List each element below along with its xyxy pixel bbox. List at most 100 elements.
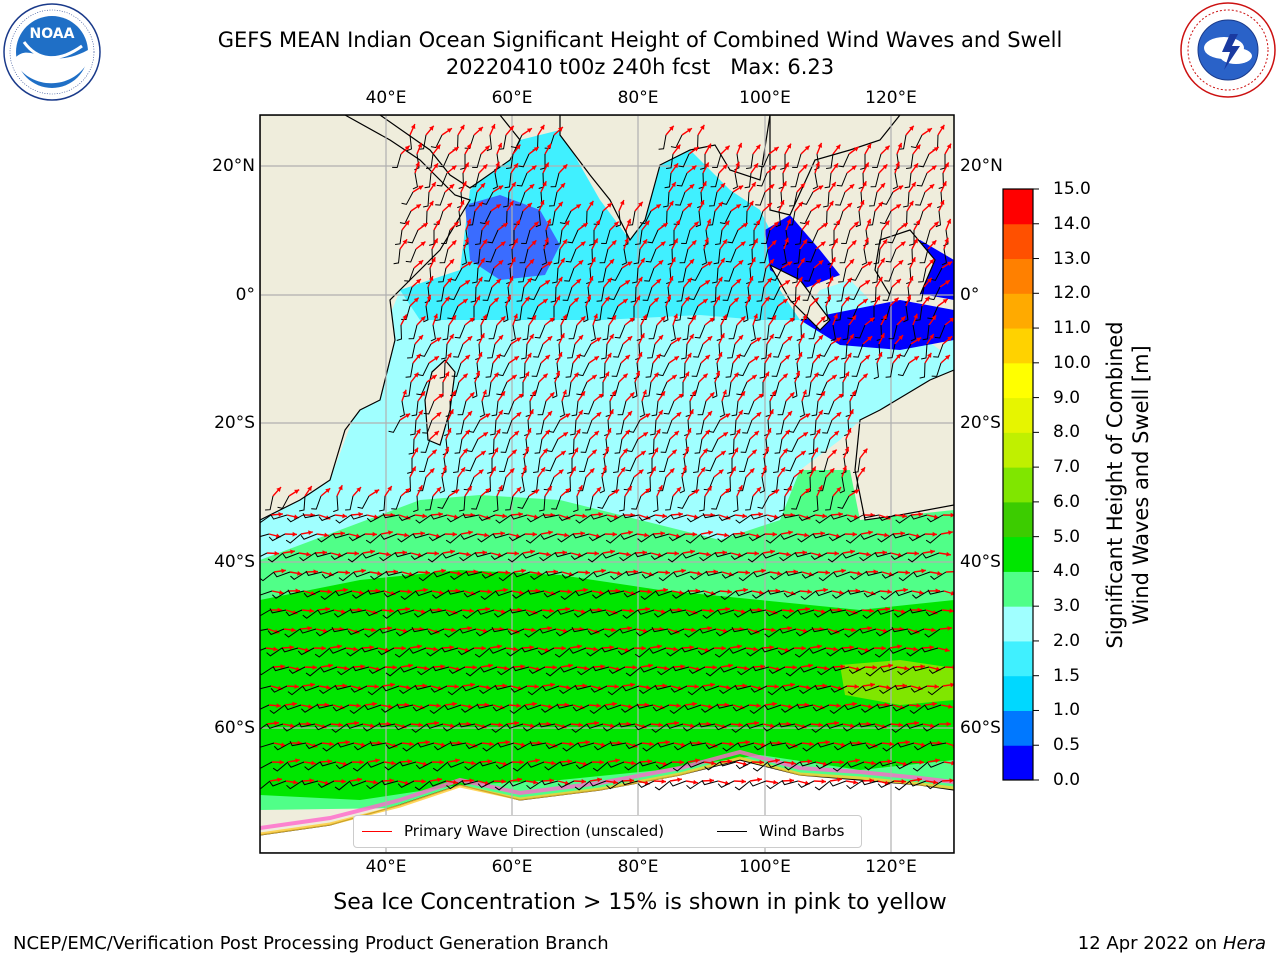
wind-barb — [696, 419, 705, 435]
wind-barb — [382, 685, 400, 692]
wind-barb — [469, 191, 478, 207]
wave-direction-arrowhead — [782, 373, 788, 379]
wind-barb — [450, 267, 463, 281]
wind-barb — [753, 210, 764, 225]
wave-direction-arrowhead — [756, 412, 762, 417]
wave-direction-arrowhead — [442, 465, 447, 471]
wind-barb — [924, 628, 941, 638]
wave-direction-arrowhead — [531, 390, 536, 396]
wind-barb — [598, 267, 607, 283]
wind-barb — [893, 609, 911, 618]
wave-direction-arrowhead — [864, 280, 870, 285]
wind-barb — [621, 248, 627, 266]
wind-barb — [906, 723, 924, 729]
wind-barb — [918, 153, 930, 168]
wave-direction-arrowhead — [533, 221, 539, 227]
wind-barb — [924, 704, 942, 711]
wind-barb — [528, 286, 541, 301]
wind-barb — [667, 628, 685, 636]
wave-direction-arrowhead — [771, 627, 776, 633]
wind-barb — [850, 571, 867, 581]
wind-barb — [781, 248, 787, 266]
wave-direction-arrowhead — [625, 429, 630, 435]
wave-direction-arrowhead — [851, 315, 857, 321]
wave-direction-arrowhead — [836, 337, 842, 342]
wave-direction-arrowhead — [913, 646, 918, 652]
wind-barb — [854, 324, 866, 339]
wave-direction-arrowhead — [854, 489, 860, 494]
wind-barb — [750, 514, 768, 520]
wave-direction-arrowhead — [561, 645, 566, 651]
wind-barb — [913, 742, 931, 751]
wave-direction-arrowhead — [534, 489, 540, 494]
wind-barb — [779, 628, 797, 634]
wind-barb — [925, 533, 942, 544]
wave-direction-arrowhead — [764, 446, 770, 452]
wave-direction-arrowhead — [948, 704, 953, 709]
footer-credit: NCEP/EMC/Verification Post Processing Pr… — [13, 933, 609, 954]
svg-text:NOAA: NOAA — [30, 26, 75, 42]
wind-barb — [625, 570, 643, 576]
wave-direction-arrowhead — [613, 221, 619, 227]
wave-direction-arrowhead — [715, 295, 720, 301]
wind-barb — [657, 742, 675, 748]
wind-barb — [731, 626, 749, 633]
wave-direction-arrowhead — [904, 665, 909, 671]
wind-barb — [722, 286, 733, 301]
wind-barb — [607, 589, 625, 595]
wind-barb — [497, 666, 514, 676]
wind-barb — [506, 723, 524, 729]
wave-direction-arrowhead — [866, 218, 872, 224]
wind-barb — [426, 153, 434, 170]
wave-direction-arrowhead — [888, 663, 893, 669]
wind-barb — [634, 552, 652, 558]
wave-direction-arrowhead — [291, 627, 296, 633]
wind-barb — [545, 570, 563, 576]
wave-direction-arrowhead — [562, 164, 568, 170]
colorbar-tick-label: 11.0 — [1053, 318, 1091, 339]
wave-direction-arrowhead — [787, 411, 793, 416]
wave-direction-arrowhead — [622, 298, 628, 304]
wave-direction-arrowhead — [431, 257, 436, 263]
wind-barb — [436, 286, 445, 302]
wave-direction-arrowhead — [599, 590, 604, 595]
footer-host: Hera — [1222, 933, 1266, 954]
wind-barb — [396, 703, 414, 709]
wind-barb — [260, 780, 271, 790]
wind-barb — [622, 685, 640, 692]
wind-barb — [928, 286, 941, 301]
wind-barb — [610, 571, 627, 581]
wind-barb — [618, 722, 636, 728]
wind-barb — [721, 571, 739, 579]
wave-direction-arrowhead — [771, 240, 777, 246]
wind-barb — [823, 400, 835, 415]
wind-barb — [465, 666, 482, 677]
wind-barb — [644, 381, 652, 398]
wind-barb — [865, 666, 882, 677]
wind-barb — [828, 533, 846, 542]
wave-direction-arrowhead — [373, 779, 378, 785]
wave-direction-arrowhead — [447, 352, 452, 358]
wind-barb — [874, 723, 892, 731]
wind-barb — [548, 419, 561, 433]
wave-direction-arrowhead — [549, 778, 554, 783]
wind-barb — [423, 305, 429, 323]
wave-direction-arrowhead — [773, 779, 778, 785]
wind-barb — [882, 286, 893, 301]
wind-barb — [689, 740, 707, 747]
wave-direction-arrowhead — [498, 185, 504, 190]
wind-barb — [504, 172, 512, 189]
wind-barb — [734, 684, 752, 690]
wave-direction-arrowhead — [761, 568, 766, 574]
wave-direction-arrowhead — [547, 411, 553, 416]
wave-direction-arrowhead — [598, 393, 604, 399]
wind-barb — [733, 609, 751, 618]
wave-direction-arrowhead — [900, 241, 906, 247]
wave-direction-arrowhead — [704, 237, 709, 243]
wind-barb — [798, 514, 816, 522]
wave-direction-arrowhead — [473, 569, 478, 575]
wave-direction-arrowhead — [648, 663, 653, 669]
colorbar-segment — [1003, 467, 1033, 503]
wind-barb — [270, 514, 288, 520]
wind-barb — [782, 512, 800, 519]
